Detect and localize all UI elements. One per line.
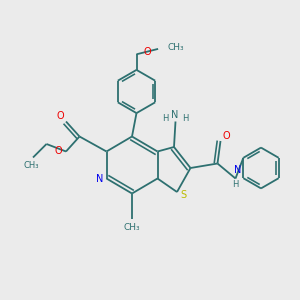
Text: N: N — [96, 173, 103, 184]
Text: S: S — [181, 190, 187, 200]
Text: O: O — [144, 47, 152, 57]
Text: CH₃: CH₃ — [124, 223, 140, 232]
Text: H: H — [232, 180, 239, 189]
Text: H: H — [182, 114, 188, 123]
Text: O: O — [222, 130, 230, 141]
Text: H: H — [162, 114, 168, 123]
Text: N: N — [171, 110, 178, 120]
Text: N: N — [234, 165, 242, 175]
Text: CH₃: CH₃ — [167, 43, 184, 52]
Text: CH₃: CH₃ — [24, 160, 39, 169]
Text: O: O — [57, 111, 64, 121]
Text: O: O — [55, 146, 62, 157]
